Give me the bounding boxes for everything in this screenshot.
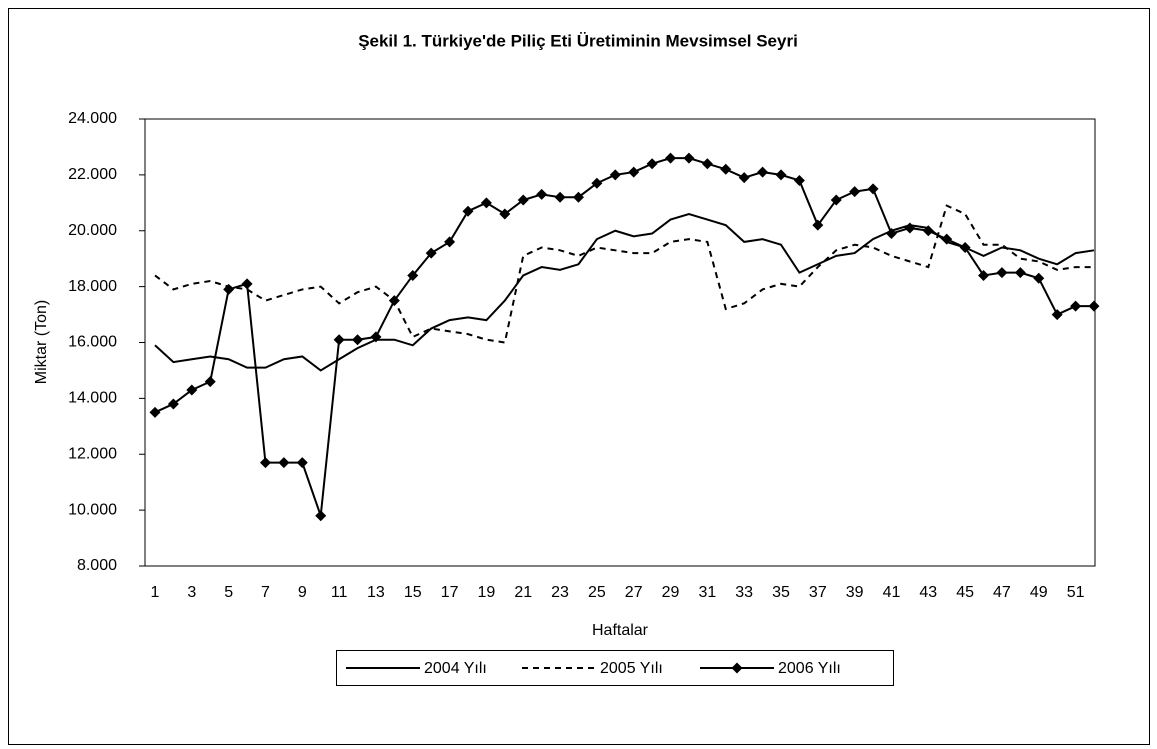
x-tick-label: 39 <box>846 584 864 601</box>
data-point <box>812 219 824 231</box>
data-point <box>867 183 879 195</box>
x-tick-label: 35 <box>772 584 790 601</box>
data-point <box>536 188 548 200</box>
x-tick-label: 11 <box>331 584 348 601</box>
x-tick-label: 47 <box>993 584 1011 601</box>
y-tick-label: 20.000 <box>68 222 117 239</box>
x-tick-label: 45 <box>956 584 974 601</box>
legend <box>336 650 894 686</box>
data-point <box>628 166 640 178</box>
data-point <box>609 169 621 181</box>
data-point <box>149 406 161 418</box>
data-point <box>352 334 364 346</box>
data-point <box>830 194 842 206</box>
x-tick-label: 19 <box>478 584 496 601</box>
data-point <box>757 166 769 178</box>
y-tick-label: 8.000 <box>77 557 117 574</box>
data-point <box>572 191 584 203</box>
x-tick-label: 27 <box>625 584 643 601</box>
data-point <box>904 222 916 234</box>
data-point <box>922 225 934 237</box>
series-line <box>154 157 1094 517</box>
x-tick-label: 41 <box>883 584 901 601</box>
legend-label: 2006 Yılı <box>778 660 841 677</box>
chart-border <box>8 8 1150 745</box>
data-point <box>259 457 271 469</box>
x-axis-title: Haftalar <box>592 622 649 639</box>
data-point <box>1033 272 1045 284</box>
data-point <box>738 172 750 184</box>
x-tick-label: 31 <box>698 584 716 601</box>
x-tick-label: 29 <box>662 584 680 601</box>
legend-label: 2005 Yılı <box>600 660 663 677</box>
data-point <box>775 169 787 181</box>
x-tick-label: 17 <box>441 584 459 601</box>
data-point <box>296 457 308 469</box>
data-point <box>388 295 400 307</box>
x-tick-label: 33 <box>735 584 753 601</box>
data-point <box>315 510 327 522</box>
data-point <box>591 177 603 189</box>
data-point <box>1014 267 1026 279</box>
data-point <box>186 384 198 396</box>
y-tick-label: 22.000 <box>68 166 117 183</box>
data-point <box>333 334 345 346</box>
data-point <box>462 205 474 217</box>
y-tick-label: 10.000 <box>68 501 117 518</box>
data-point <box>480 197 492 209</box>
y-tick-label: 18.000 <box>68 278 117 295</box>
x-tick-label: 9 <box>298 584 307 601</box>
data-point <box>407 269 419 281</box>
data-point <box>1088 300 1100 312</box>
y-axis-title: Miktar (Ton) <box>33 300 50 384</box>
data-point <box>370 331 382 343</box>
x-tick-label: 3 <box>187 584 196 601</box>
data-point <box>278 457 290 469</box>
data-point <box>941 233 953 245</box>
x-tick-label: 5 <box>224 584 233 601</box>
data-point <box>425 247 437 259</box>
data-point <box>646 158 658 170</box>
x-tick-label: 51 <box>1067 584 1085 601</box>
y-tick-label: 14.000 <box>68 390 117 407</box>
x-tick-label: 13 <box>367 584 385 601</box>
data-point <box>1051 309 1063 321</box>
data-point <box>885 228 897 240</box>
data-point <box>204 376 216 388</box>
x-tick-label: 15 <box>404 584 422 601</box>
x-tick-label: 23 <box>551 584 569 601</box>
chart-title: Şekil 1. Türkiye'de Piliç Eti Üretiminin… <box>358 31 798 50</box>
x-tick-label: 7 <box>261 584 270 601</box>
data-point <box>1070 300 1082 312</box>
data-point <box>720 163 732 175</box>
x-tick-label: 1 <box>151 584 160 601</box>
legend-marker <box>731 662 743 674</box>
data-point <box>499 208 511 220</box>
x-tick-label: 37 <box>809 584 827 601</box>
data-point <box>223 283 235 295</box>
y-tick-label: 24.000 <box>68 110 117 127</box>
x-tick-label: 21 <box>514 584 532 601</box>
y-tick-label: 12.000 <box>68 445 117 462</box>
data-point <box>793 174 805 186</box>
data-point <box>701 158 713 170</box>
data-point <box>554 191 566 203</box>
data-point <box>996 267 1008 279</box>
y-tick-label: 16.000 <box>68 334 117 351</box>
legend-label: 2004 Yılı <box>424 660 487 677</box>
data-point <box>683 152 695 164</box>
data-point <box>959 242 971 254</box>
data-point <box>241 278 253 290</box>
series-line <box>154 204 1094 344</box>
x-tick-label: 49 <box>1030 584 1048 601</box>
data-point <box>167 398 179 410</box>
data-point <box>849 186 861 198</box>
data-point <box>665 152 677 164</box>
x-tick-label: 25 <box>588 584 606 601</box>
data-point <box>517 194 529 206</box>
data-point <box>444 236 456 248</box>
data-point <box>978 269 990 281</box>
x-tick-label: 43 <box>919 584 937 601</box>
